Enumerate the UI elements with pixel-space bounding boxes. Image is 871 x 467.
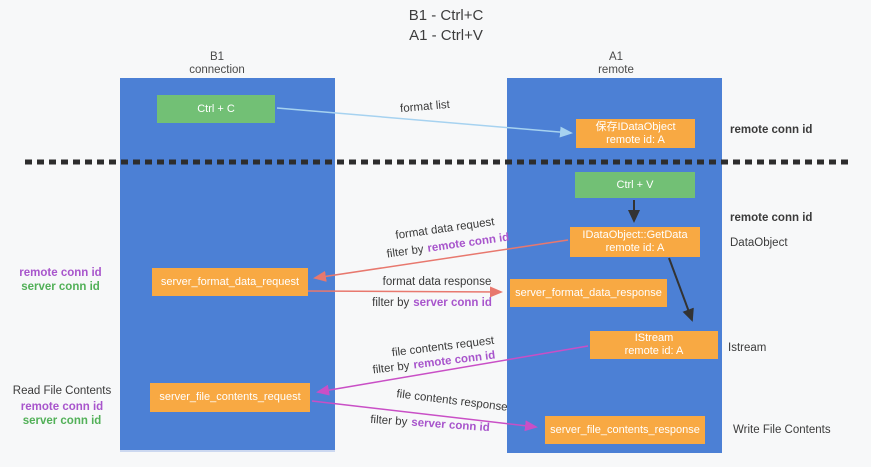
lane-b1-role: connection [189,64,245,76]
read-file-contents-label: Read File Contents [12,385,112,397]
node-file-response-label: server_file_contents_response [550,423,700,436]
title-line-1: B1 - Ctrl+C [408,7,484,24]
node-save-idataobject-remote-id: remote id: A [606,133,665,146]
node-format-response-label: server_format_data_response [515,286,662,299]
remote-conn-id-label: remote conn id [19,267,102,279]
filter-by-text: filter by [369,413,408,429]
node-save-idataobject: 保存IDataObject remote id: A [576,119,695,148]
lane-a1-role: remote [598,64,634,76]
edge-label-format-data-response: format data response [382,276,492,288]
node-istream-remote-id: remote id: A [624,345,684,357]
title-line-2: A1 - Ctrl+V [409,27,483,44]
node-istream-label: IStream [634,332,674,344]
node-getdata-label: IDataObject::GetData [582,229,688,241]
node-file-request-label: server_file_contents_request [159,391,301,403]
node-server-file-contents-response: server_file_contents_response [545,416,705,444]
diagram-title: B1 - Ctrl+C A1 - Ctrl+V [409,6,484,46]
side-label-remote-conn-id-1: remote conn id [730,124,813,136]
arrow-format-data-response [306,286,503,298]
lane-a1-name: A1 [608,51,624,63]
node-server-file-contents-request: server_file_contents_request [150,383,310,412]
side-label-remote-conn-id-2: remote conn id [730,212,813,224]
remote-conn-id-label: remote conn id [20,401,104,413]
edge-label-filter-server-1: filter by server conn id [372,297,492,309]
filter-by-text: filter by [372,297,410,309]
node-ctrl-c-label: Ctrl + C [197,102,235,115]
side-label-write-file-contents: Write File Contents [733,424,831,436]
node-server-format-data-response: server_format_data_response [510,279,667,307]
side-label-istream: Istream [728,342,767,354]
side-label-conn-ids-1: remote conn id server conn id [8,266,113,294]
lane-header-b1: B1 connection [189,51,245,77]
lane-b1-name: B1 [209,51,225,63]
node-ctrl-c: Ctrl + C [157,95,275,123]
server-conn-id-label: server conn id [21,281,100,293]
arrow-format-data-request [313,239,569,282]
node-format-request-label: server_format_data_request [160,275,300,288]
arrow-file-contents-response [311,400,538,432]
node-server-format-data-request: server_format_data_request [152,268,308,296]
server-conn-id-label: server conn id [22,415,102,427]
lane-header-a1: A1 remote [598,51,634,77]
arrow-file-contents-request [316,345,589,396]
node-ctrl-v: Ctrl + V [575,172,695,198]
node-ctrl-v-label: Ctrl + V [616,178,654,191]
node-istream: IStream remote id: A [590,331,718,359]
arrow-getdata-to-istream [668,257,694,322]
side-label-read-file-block: Read File Contents remote conn id server… [6,384,118,428]
node-save-idataobject-label: 保存IDataObject [595,120,676,133]
side-label-dataobject: DataObject [730,237,788,249]
arrow-format-list [276,107,573,138]
node-getdata-remote-id: remote id: A [605,242,665,254]
node-idataobject-getdata: IDataObject::GetData remote id: A [570,227,700,257]
server-conn-id-keyword: server conn id [413,297,492,309]
